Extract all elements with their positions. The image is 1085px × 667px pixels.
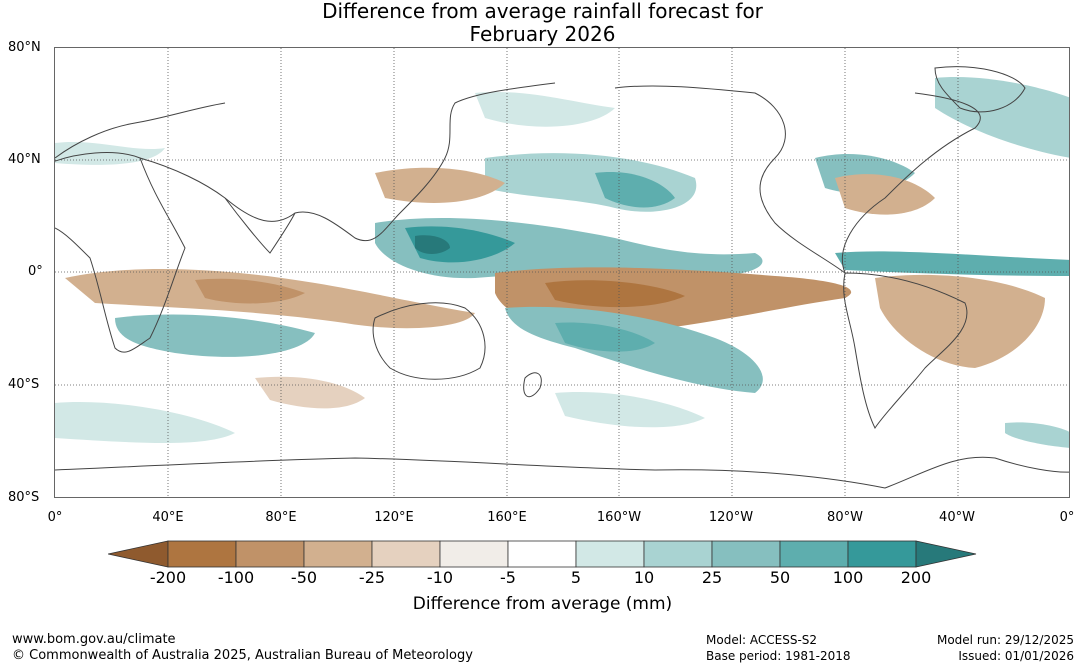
fill-npac-teal-dark (595, 172, 675, 208)
lon-label-40w: 40°W (939, 510, 975, 525)
colorbar-segment (439, 540, 509, 568)
colorbar-tick-label: -100 (217, 568, 255, 587)
fill-north-teal-3 (935, 77, 1069, 158)
lat-label-40s: 40°S (8, 377, 40, 392)
title-line-2: February 2026 (469, 22, 616, 46)
fill-easia-brown (375, 167, 505, 203)
footer-model: Model: ACCESS-S2 (706, 633, 818, 647)
footer-base-period: Base period: 1981-2018 (706, 649, 851, 663)
colorbar-segments (108, 540, 977, 568)
fill-so-brown (255, 376, 365, 409)
footer-issued: Issued: 01/01/2026 (958, 649, 1074, 663)
coast-greenland (934, 66, 1026, 113)
coast-antarctica (55, 456, 1069, 489)
fill-wpac-teal-core (415, 235, 450, 254)
colorbar-segment (643, 540, 713, 568)
map-title: Difference from average rainfall forecas… (0, 0, 1085, 46)
lon-label-0: 0° (47, 510, 63, 525)
fill-sio-teal (115, 314, 315, 357)
coast-australia (372, 302, 486, 380)
colorbar-tick-label: -200 (149, 568, 187, 587)
coast-india (224, 197, 296, 254)
lon-label-160e: 160°E (487, 510, 527, 525)
colorbar-segment (847, 540, 917, 568)
colorbar-segment (575, 540, 645, 568)
footer-model-run: Model run: 29/12/2025 (936, 633, 1074, 647)
title-line-1: Difference from average rainfall forecas… (322, 0, 763, 23)
colorbar-tick-label: -25 (358, 568, 386, 587)
colorbar-tick-label: -50 (290, 568, 318, 587)
colorbar-tick-label: 5 (570, 568, 582, 587)
colorbar-segment (235, 540, 305, 568)
colorbar (108, 540, 977, 568)
fill-atl-teal (835, 251, 1069, 276)
colorbar-tick-label: 100 (832, 568, 864, 587)
coast-namerica (614, 85, 981, 275)
fill-so-teal-3 (1005, 422, 1069, 448)
fill-sam-brown (875, 274, 1045, 368)
lat-label-40n: 40°N (8, 152, 41, 167)
colorbar-segment (371, 540, 441, 568)
colorbar-arrow-high (915, 540, 977, 568)
fill-north-teal-2 (475, 91, 615, 127)
graticule (55, 48, 1069, 497)
coast-africa (55, 152, 186, 353)
fill-north-teal-1 (55, 141, 165, 165)
colorbar-arrow-low (108, 540, 169, 568)
fill-natl-brown (835, 174, 935, 215)
coast-samerica (843, 272, 968, 429)
lon-label-120w: 120°W (708, 510, 754, 525)
colorbar-tick-label: -5 (500, 568, 516, 587)
lat-label-80s: 80°S (8, 490, 40, 505)
lat-label-equator: 0° (28, 264, 43, 279)
fill-io-brown-dark (195, 278, 305, 304)
lon-label-120e: 120°E (374, 510, 414, 525)
colorbar-tick-label: 50 (769, 568, 791, 587)
lon-label-160w: 160°W (596, 510, 642, 525)
lat-label-80n: 80°N (8, 40, 41, 55)
lon-label-80e: 80°E (265, 510, 297, 525)
anomaly-fills (55, 77, 1069, 448)
coast-asia (139, 82, 556, 242)
colorbar-label: Difference from average (mm) (412, 594, 673, 614)
colorbar-segment (167, 540, 237, 568)
colorbar-segment (303, 540, 373, 568)
colorbar-tick-label: 10 (633, 568, 655, 587)
lon-label-40e: 40°E (152, 510, 184, 525)
coast-europe (55, 102, 226, 159)
colorbar-tick-label: -10 (426, 568, 454, 587)
coastlines (55, 66, 1069, 489)
coast-nz (523, 372, 542, 398)
lon-label-0-end: 0° (1059, 510, 1075, 525)
footer-website: www.bom.gov.au/climate (12, 632, 176, 647)
colorbar-segment (507, 540, 577, 568)
colorbar-segment (779, 540, 849, 568)
rainfall-map-svg (55, 48, 1069, 497)
fill-cpac-brown-dark (545, 280, 685, 308)
lon-label-80w: 80°W (827, 510, 863, 525)
colorbar-segment (711, 540, 781, 568)
colorbar-tick-label: 25 (701, 568, 723, 587)
rainfall-map (54, 47, 1070, 498)
fill-spac-teal-dark (555, 322, 655, 352)
colorbar-tick-label: 200 (900, 568, 932, 587)
footer-copyright: © Commonwealth of Australia 2025, Austra… (12, 648, 473, 663)
fill-so-teal-2 (555, 392, 705, 428)
fill-so-teal-1 (55, 402, 235, 443)
